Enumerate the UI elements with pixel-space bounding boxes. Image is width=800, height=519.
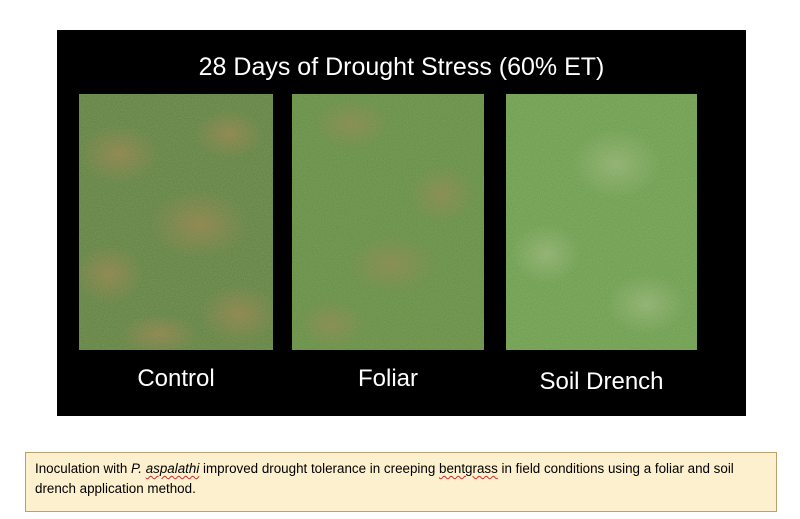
panel-label-soil-drench: Soil Drench — [539, 368, 664, 395]
panel-label-foliar: Foliar — [357, 365, 418, 392]
slide-panel: 28 Days of Drought Stress (60% ET) — [57, 30, 746, 416]
turfgrass-plot-photo-foliar — [292, 94, 484, 350]
caption-text-1: Inoculation with — [35, 461, 132, 476]
slide-title: 28 Days of Drought Stress (60% ET) — [198, 53, 605, 81]
species-epithet: aspalathi — [145, 461, 200, 476]
caption-box: Inoculation with P. aspalathi improved d… — [25, 452, 777, 512]
caption-text-3: in field conditions using a foliar and s… — [35, 461, 734, 496]
species-genus: P. — [131, 461, 142, 476]
turfgrass-plot-photo-soil-drench — [506, 94, 697, 350]
spellcheck-flagged-word: bentgrass — [439, 461, 498, 476]
panel-label-control: Control — [137, 365, 215, 392]
turfgrass-plot-photo-control — [79, 94, 273, 350]
caption-text-2: improved drought tolerance in creeping — [199, 461, 439, 476]
